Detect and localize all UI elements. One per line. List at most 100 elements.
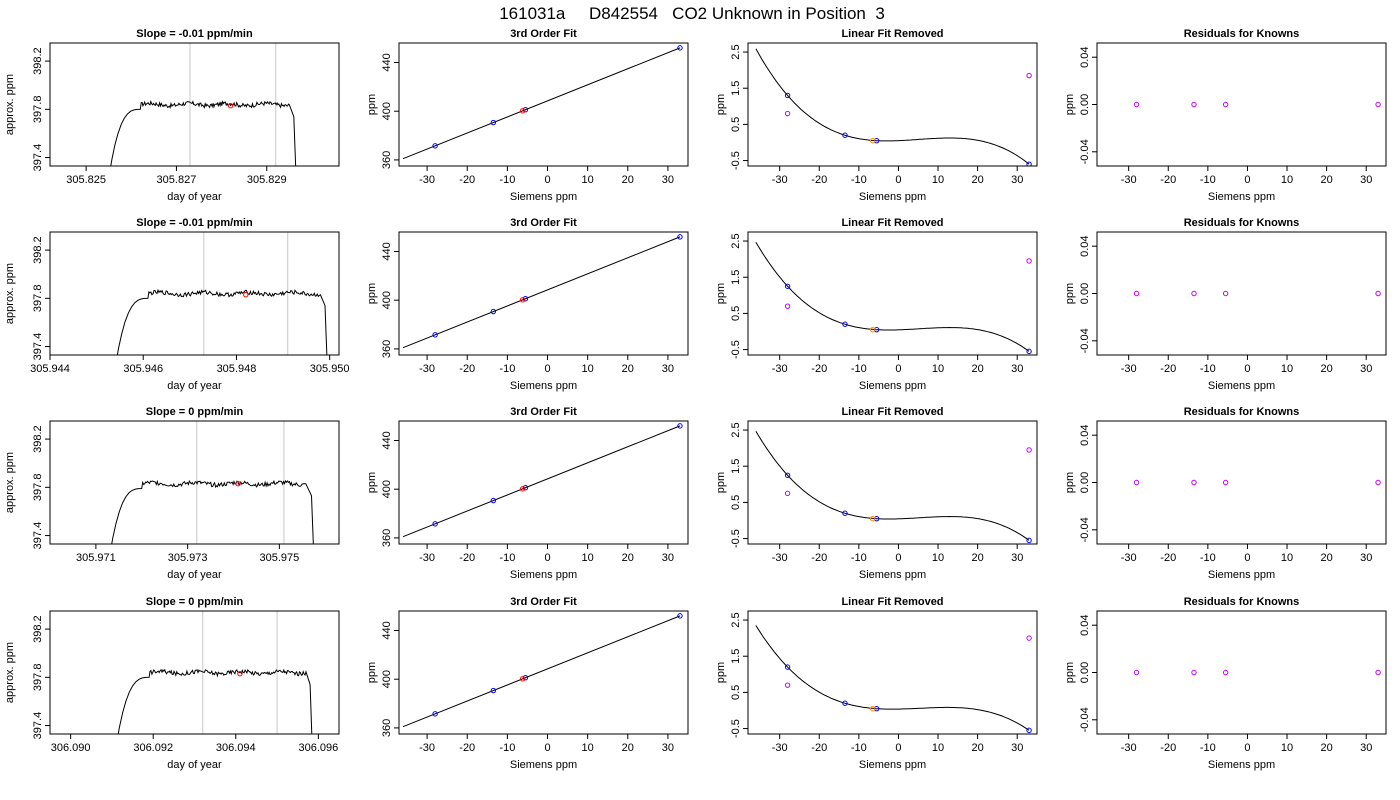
known-residual-point [1375, 669, 1381, 676]
y-axis-label: ppm [715, 94, 727, 115]
y-axis-label: ppm [1064, 94, 1076, 115]
x-tick-label: -10 [499, 552, 515, 564]
y-tick-label: 398.2 [32, 615, 44, 643]
average-marker [235, 481, 241, 487]
x-tick-label: 20 [1320, 363, 1332, 375]
residual-point [842, 132, 848, 138]
linear-residual-point [784, 682, 791, 688]
plot-frame [398, 610, 689, 735]
concentration-trace [110, 99, 297, 166]
plot-area [755, 48, 1032, 166]
x-tick-label: 20 [622, 552, 634, 564]
x-tick-label: -20 [811, 363, 827, 375]
y-tick-label: 0.04 [1079, 614, 1091, 635]
x-tick-label: 305.973 [168, 552, 208, 564]
x-axis-label: Siemens ppm [510, 569, 577, 581]
y-tick-label: 2.5 [730, 44, 742, 59]
y-tick-label: 398.2 [32, 47, 44, 75]
y-axis-label: approx. ppm [4, 263, 16, 324]
fit-line [402, 615, 681, 728]
x-tick-label: 20 [622, 363, 634, 375]
x-tick-label: 30 [1011, 742, 1023, 754]
unknown-point [519, 486, 526, 492]
x-axis-label: Siemens ppm [510, 380, 577, 392]
concentration-trace [111, 479, 314, 544]
standard-point [677, 423, 683, 429]
x-tick-label: 0 [544, 742, 550, 754]
known-residual-point [1133, 290, 1140, 297]
x-tick-label: 20 [622, 174, 634, 186]
plot-frame [49, 420, 340, 545]
y-tick-label: 0.5 [730, 495, 742, 510]
x-axis-label: Siemens ppm [1208, 759, 1275, 771]
linear-residual-point [1026, 72, 1032, 79]
y-axis-label: approx. ppm [4, 452, 16, 513]
x-tick-label: -30 [772, 363, 788, 375]
fit-line [402, 236, 681, 349]
x-tick-label: 20 [971, 174, 983, 186]
plot-frame [398, 42, 689, 167]
standard-point [677, 234, 683, 240]
unknown-point [870, 515, 876, 522]
panel-knowns-1: Residuals for Knowns Siemens ppm ppm -30 -20… [1064, 28, 1387, 203]
panel-title: Slope = -0.01 ppm/min [136, 28, 253, 40]
known-residual-point [1133, 669, 1140, 676]
y-tick-label: -0.5 [730, 340, 742, 359]
y-tick-label: 2.5 [730, 422, 742, 437]
y-tick-label: 400 [381, 670, 393, 688]
standard-point [677, 613, 683, 619]
x-tick-label: -10 [499, 174, 515, 186]
y-tick-label: -0.04 [1079, 139, 1091, 164]
residual-point [1026, 537, 1032, 544]
linear-residual-point [784, 110, 791, 117]
residual-point [1026, 161, 1032, 166]
plot-area [111, 421, 314, 544]
y-tick-label: 398.2 [32, 425, 44, 453]
known-residual-point [1191, 669, 1197, 676]
y-tick-label: -0.5 [730, 719, 742, 738]
panel-title: Slope = 0 ppm/min [146, 596, 244, 608]
y-tick-label: 2.5 [730, 233, 742, 248]
x-tick-label: -10 [499, 742, 515, 754]
y-tick-label: 0.5 [730, 306, 742, 321]
panel-title: Residuals for Knowns [1184, 28, 1300, 40]
y-tick-label: 0.04 [1079, 235, 1091, 256]
plot-frame [49, 231, 340, 356]
x-axis-label: Siemens ppm [1208, 191, 1275, 203]
x-axis-label: Siemens ppm [859, 191, 926, 203]
y-tick-label: 1.5 [730, 270, 742, 285]
y-axis-label: ppm [1064, 472, 1076, 493]
unknown-point [870, 137, 876, 144]
y-axis-label: ppm [715, 472, 727, 493]
concentration-trace [116, 288, 328, 355]
panel-timeseries-2: Slope = -0.01 ppm/min day of year approx. … [4, 217, 350, 392]
x-axis-label: Siemens ppm [1208, 569, 1275, 581]
x-tick-label: 0 [1244, 742, 1250, 754]
residual-point [842, 510, 848, 516]
panel-title: Slope = -0.01 ppm/min [136, 217, 253, 229]
panel-fit-4: 3rd Order Fit Siemens ppm ppm -30 -20 -10 0 10 2… [366, 596, 689, 771]
residual-point [842, 700, 848, 706]
panel-title: 3rd Order Fit [510, 596, 577, 608]
plot-frame [1096, 42, 1387, 167]
unknown-point [519, 297, 526, 303]
panel-title: Linear Fit Removed [841, 596, 943, 608]
x-tick-label: -30 [1121, 363, 1137, 375]
x-tick-label: -20 [1160, 742, 1176, 754]
panel-title: Linear Fit Removed [841, 28, 943, 40]
x-tick-label: 305.825 [66, 174, 106, 186]
x-tick-label: -20 [1160, 552, 1176, 564]
x-tick-label: -10 [1200, 552, 1216, 564]
panel-residual-4: Linear Fit Removed Siemens ppm ppm -30 -20 -1… [715, 596, 1038, 771]
linear-residual-point [784, 303, 791, 309]
panel-fit-1: 3rd Order Fit Siemens ppm ppm -30 -20 -10 0 10 2… [366, 28, 689, 203]
plot-area [755, 241, 1032, 355]
y-tick-label: 440 [381, 621, 393, 639]
x-tick-label: 20 [1320, 552, 1332, 564]
x-tick-label: -20 [1160, 363, 1176, 375]
cubic-fit-curve [755, 625, 1030, 731]
x-tick-label: 0 [895, 552, 901, 564]
plot-area [116, 232, 328, 355]
cubic-fit-curve [755, 430, 1030, 541]
